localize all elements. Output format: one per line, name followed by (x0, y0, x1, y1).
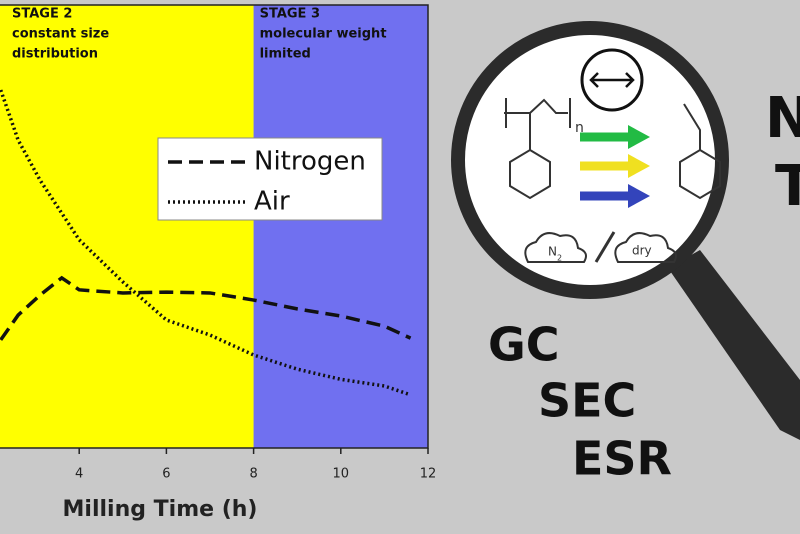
benzene-ring (509, 148, 551, 200)
magnifier-handle (668, 250, 800, 440)
legend-label: Air (254, 187, 290, 217)
chart: STAGE 2 constant size distribution STAGE 3 m… (0, 4, 437, 522)
stage-label: STAGE 2 (12, 7, 72, 22)
x-tick-label: 10 (333, 467, 350, 482)
x-tick-label: 12 (420, 467, 437, 482)
styrene-ring (679, 148, 721, 200)
vinyl-group (683, 103, 701, 150)
stage-label: distribution (12, 47, 98, 62)
stage-label: constant size (12, 27, 109, 42)
legend-box (157, 137, 383, 221)
cloud-left-label: N (548, 245, 557, 259)
cloud-left (524, 232, 587, 263)
repeat-unit: n (575, 120, 584, 136)
technique: GC (488, 318, 560, 372)
exchange-arrow (589, 72, 635, 88)
cloud-right (614, 232, 677, 263)
slash (594, 231, 616, 263)
technique: ESR (572, 432, 672, 486)
x-tick-label: 4 (75, 467, 83, 482)
cloud-right-label: dry (632, 244, 652, 258)
x-tick-label: 8 (249, 467, 257, 482)
plot-frame (0, 4, 429, 449)
polymer-chain (504, 98, 571, 150)
x-tick-label: 6 (162, 467, 170, 482)
technique: SEC (538, 374, 636, 428)
magnifier-lens (451, 21, 729, 299)
cropped-title: N (765, 86, 800, 151)
arrow-head (628, 184, 650, 208)
stage-label: STAGE 3 (260, 7, 320, 22)
stage-region (0, 5, 254, 448)
arrow-head (628, 125, 650, 149)
series-line (0, 275, 412, 341)
arrow-head (628, 154, 650, 178)
magnifier: n N 2 dry (451, 21, 800, 440)
exchange-icon (580, 48, 644, 112)
legend-label: Nitrogen (254, 147, 366, 177)
cropped-title: T (775, 154, 800, 219)
x-axis-label: Milling Time (h) (63, 497, 258, 522)
cloud-left-sub: 2 (557, 254, 562, 263)
stage-region (253, 5, 428, 448)
stage-label: limited (260, 47, 311, 62)
stage-label: molecular weight (260, 27, 387, 42)
